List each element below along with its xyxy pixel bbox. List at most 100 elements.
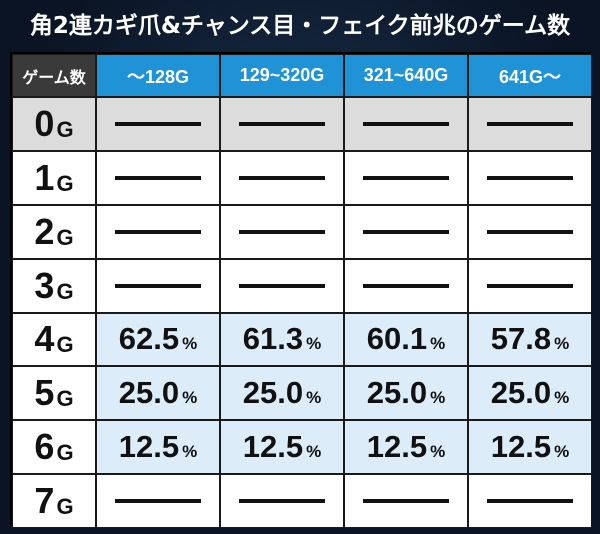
row-game-unit: G [56, 332, 74, 358]
percent-symbol: % [306, 388, 322, 408]
no-value-dash [363, 499, 449, 504]
no-value-dash [363, 175, 449, 180]
no-value-dash [363, 283, 449, 288]
percent-value: 25.0% [367, 375, 445, 411]
percent-value: 25.0% [243, 375, 321, 411]
no-value-dash [115, 121, 201, 126]
percent-number: 62.5 [118, 321, 180, 357]
row-game-unit: G [56, 494, 74, 520]
no-value-dash [487, 229, 573, 234]
table-cell [344, 204, 468, 259]
percent-number: 60.1 [366, 321, 428, 357]
table-cell [96, 474, 220, 528]
table-cell: 25.0% [220, 366, 344, 421]
percent-value: 12.5% [119, 429, 197, 465]
percent-symbol: % [554, 442, 570, 462]
percent-symbol: % [182, 334, 198, 354]
no-value-dash [239, 229, 325, 234]
table-cell [96, 258, 220, 313]
row-game-number: 1 [34, 156, 55, 198]
table-cell [220, 258, 344, 313]
no-value-dash [115, 499, 201, 504]
no-value-dash [239, 175, 325, 180]
no-value-dash [239, 499, 325, 504]
row-game-unit: G [56, 278, 74, 304]
row-game-number: 7 [34, 480, 55, 522]
percent-number: 12.5 [490, 429, 552, 465]
percent-number: 25.0 [242, 375, 304, 411]
percent-symbol: % [306, 334, 322, 354]
no-value-dash [487, 283, 573, 288]
table-cell [344, 150, 468, 205]
percent-value: 12.5% [367, 429, 445, 465]
row-game-number: 6 [34, 426, 55, 468]
table-cell [344, 474, 468, 528]
table-cell: 12.5% [344, 420, 468, 475]
table-cell [96, 97, 220, 151]
table-cell [468, 150, 592, 205]
percent-symbol: % [554, 334, 570, 354]
no-value-dash [115, 283, 201, 288]
table-cell: 12.5% [96, 420, 220, 475]
no-value-dash [363, 229, 449, 234]
row-game-number: 0 [34, 102, 55, 144]
table-cell: 25.0% [344, 366, 468, 421]
table-cell [220, 474, 344, 528]
table-cell: 12.5% [220, 420, 344, 475]
table-cell [96, 150, 220, 205]
no-value-dash [239, 283, 325, 288]
page-title: 角2連カギ爪&チャンス目・フェイク前兆のゲーム数 [29, 13, 571, 39]
percent-value: 62.5% [119, 321, 197, 357]
percent-symbol: % [430, 388, 446, 408]
table-cell: 57.8% [468, 312, 592, 367]
row-game-number: 4 [34, 318, 55, 360]
table-cell: 61.3% [220, 312, 344, 367]
table-cell [468, 97, 592, 151]
column-header: 129~320G [220, 54, 344, 97]
percent-value: 25.0% [119, 375, 197, 411]
percent-symbol: % [306, 442, 322, 462]
percent-value: 12.5% [243, 429, 321, 465]
percent-number: 12.5 [366, 429, 428, 465]
corner-header: ゲーム数 [12, 54, 96, 97]
percent-value: 25.0% [491, 375, 569, 411]
table-cell [220, 150, 344, 205]
table-cell [220, 97, 344, 151]
percent-number: 25.0 [118, 375, 180, 411]
no-value-dash [115, 229, 201, 234]
row-game-number: 5 [34, 372, 55, 414]
table-cell [344, 258, 468, 313]
row-game-unit: G [56, 170, 74, 196]
percent-symbol: % [430, 334, 446, 354]
percent-symbol: % [182, 442, 198, 462]
table-cell: 25.0% [468, 366, 592, 421]
no-value-dash [487, 121, 573, 126]
table-cell: 60.1% [344, 312, 468, 367]
table-cell [220, 204, 344, 259]
column-header: ～128G [96, 54, 220, 97]
percent-value: 60.1% [367, 321, 445, 357]
percent-value: 12.5% [491, 429, 569, 465]
percent-number: 25.0 [366, 375, 428, 411]
row-game-number: 2 [34, 210, 55, 252]
percent-value: 61.3% [243, 321, 321, 357]
no-value-dash [239, 121, 325, 126]
table-cell: 12.5% [468, 420, 592, 475]
row-game-unit: G [56, 440, 74, 466]
no-value-dash [115, 175, 201, 180]
percent-number: 12.5 [242, 429, 304, 465]
column-header: 321~640G [344, 54, 468, 97]
row-game-unit: G [56, 116, 74, 142]
row-game-unit: G [56, 224, 74, 250]
table-cell [344, 97, 468, 151]
table-cell: 25.0% [96, 366, 220, 421]
table-cell [468, 474, 592, 528]
table-cell [96, 204, 220, 259]
no-value-dash [487, 175, 573, 180]
